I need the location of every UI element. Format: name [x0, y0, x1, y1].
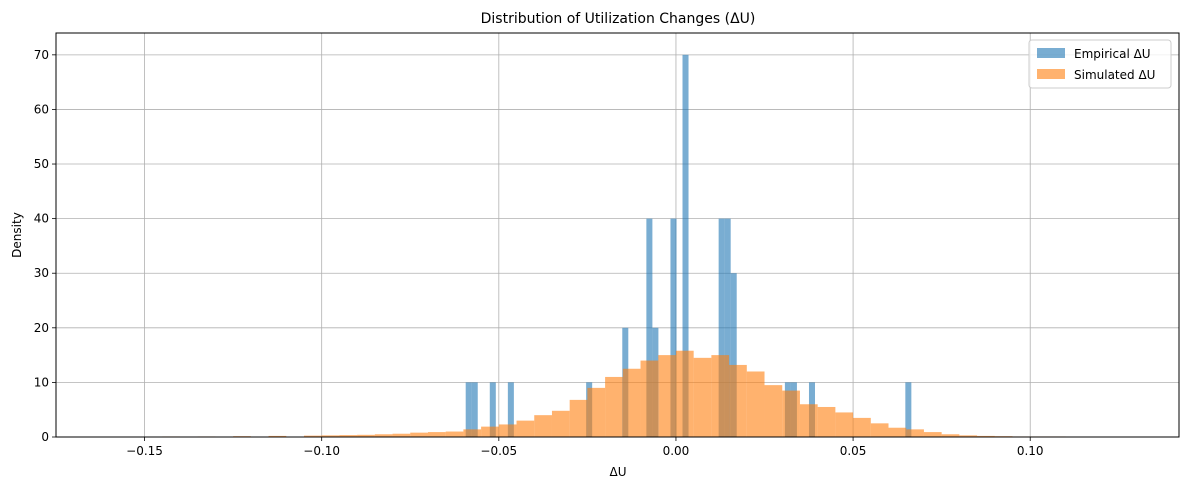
bar-1-27: [711, 355, 730, 437]
y-tick-label: 20: [34, 321, 49, 335]
y-tick-label: 10: [34, 375, 49, 389]
bar-0-6: [646, 218, 653, 437]
bar-1-31: [782, 390, 800, 437]
bar-1-7: [357, 434, 375, 437]
bar-1-15: [498, 424, 517, 437]
legend-label: Empirical ΔU: [1074, 47, 1151, 61]
y-tick-label: 40: [34, 212, 49, 226]
bar-1-23: [640, 360, 659, 437]
x-tick-label: 0.00: [663, 444, 690, 458]
bar-1-13: [463, 429, 482, 437]
bar-1-16: [516, 420, 535, 437]
y-tick-label: 70: [34, 48, 49, 62]
bar-1-9: [392, 433, 411, 437]
bar-1-26: [693, 357, 712, 437]
bar-1-12: [445, 431, 464, 437]
plot-frame: [55, 32, 1180, 438]
bar-1-33: [817, 406, 836, 437]
bar-1-36: [870, 423, 889, 437]
bar-1-42: [977, 435, 995, 437]
bar-1-34: [835, 412, 854, 437]
bar-0-1: [471, 382, 478, 437]
legend-swatch-0: [1037, 48, 1065, 58]
bar-1-24: [658, 355, 676, 437]
legend-label: Simulated ΔU: [1074, 68, 1155, 82]
bar-1-10: [410, 432, 428, 437]
x-axis-label: ΔU: [610, 465, 627, 479]
bar-0-11: [724, 218, 731, 437]
y-tick-label: 50: [34, 157, 49, 171]
bar-1-5: [321, 435, 340, 437]
bar-1-19: [569, 399, 588, 437]
x-tick-label: 0.05: [840, 444, 867, 458]
x-tick-label: −0.15: [126, 444, 163, 458]
bar-0-12: [730, 273, 737, 437]
bar-1-37: [888, 427, 907, 437]
bar-0-2: [489, 382, 496, 437]
y-axis-label: Density: [10, 212, 24, 258]
grid-lines: [56, 33, 1179, 438]
bar-1-11: [427, 432, 446, 437]
y-axis-ticks: 0 10 20 30 40 50 60 70: [34, 48, 56, 444]
bar-0-9: [682, 54, 689, 438]
legend-swatch-1: [1037, 69, 1065, 79]
y-tick-label: 0: [41, 430, 49, 444]
bar-1-30: [764, 385, 783, 437]
bar-1-6: [339, 435, 358, 437]
legend: Empirical ΔU Simulated ΔU: [1028, 39, 1172, 89]
bar-0-3: [507, 382, 514, 437]
y-tick-label: 30: [34, 266, 49, 280]
bar-1-17: [534, 415, 552, 437]
bars-layer: [162, 54, 1066, 438]
x-tick-label: −0.10: [303, 444, 340, 458]
bar-1-4: [303, 435, 322, 437]
bar-1-28: [729, 364, 747, 437]
bar-1-35: [853, 417, 871, 437]
bar-1-38: [906, 429, 924, 437]
bar-1-40: [941, 434, 960, 437]
bar-1-3: [268, 435, 287, 437]
chart-title: Distribution of Utilization Changes (ΔU): [481, 11, 756, 27]
bar-0-10: [718, 218, 725, 437]
bar-1-25: [675, 350, 694, 437]
bar-1-29: [746, 371, 765, 437]
bar-0-16: [905, 382, 912, 437]
bar-1-21: [605, 376, 623, 437]
series-1: [162, 350, 1066, 437]
bar-1-20: [587, 387, 606, 437]
bar-1-41: [959, 435, 978, 437]
x-axis-ticks: −0.15 −0.10 −0.05 0.00 0.05 0.10: [126, 437, 1044, 458]
bar-1-18: [551, 410, 570, 437]
bar-0-0: [465, 382, 472, 437]
bar-1-32: [799, 404, 818, 437]
bar-1-22: [622, 368, 641, 437]
bar-1-14: [481, 426, 499, 437]
y-tick-label: 60: [34, 102, 49, 116]
bar-0-8: [670, 218, 677, 437]
bar-1-8: [374, 434, 393, 437]
x-tick-label: −0.05: [480, 444, 517, 458]
x-tick-label: 0.10: [1017, 444, 1044, 458]
bar-1-39: [923, 432, 942, 437]
